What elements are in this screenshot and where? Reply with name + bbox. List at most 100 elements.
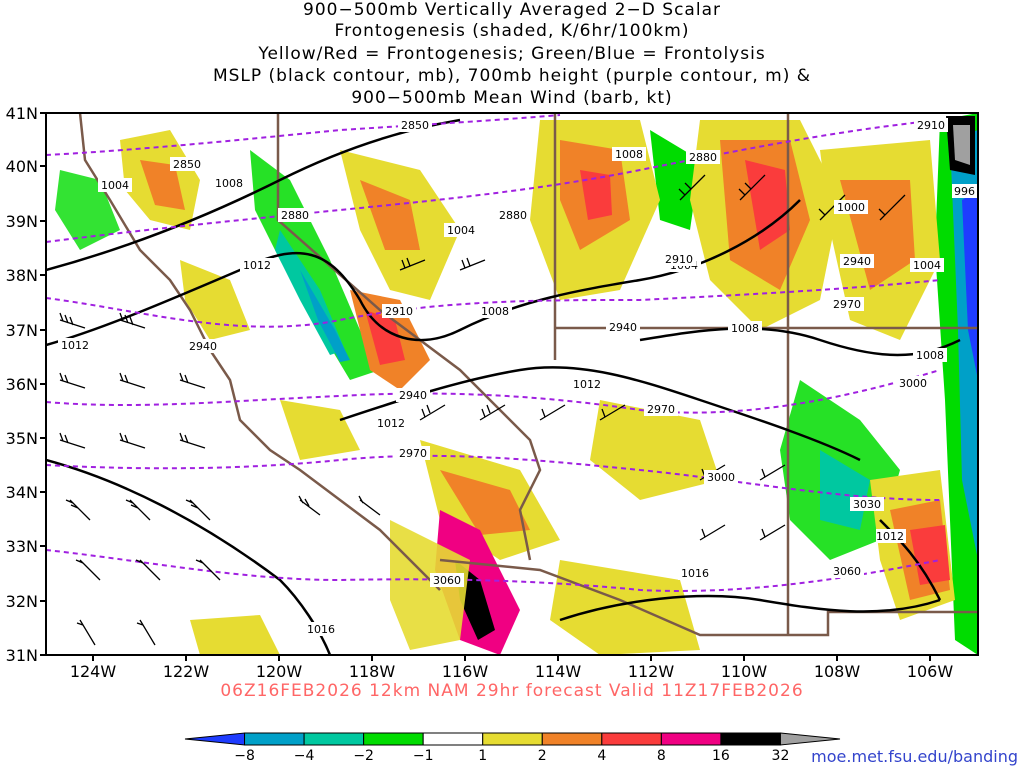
colorbar-label: 2 — [538, 748, 547, 764]
frontolysis-area — [250, 150, 380, 380]
latitude-axis — [40, 112, 46, 656]
colorbar-label: −8 — [234, 748, 255, 764]
colorbar-swatch — [422, 732, 484, 746]
mslp-label: 1012 — [876, 530, 904, 543]
mslp-label: 1008 — [215, 177, 243, 190]
colorbar-label: 4 — [597, 748, 606, 764]
lon-label: 120W — [256, 662, 303, 681]
lon-label: 108W — [814, 662, 861, 681]
lon-label: 116W — [442, 662, 489, 681]
height-label: 2880 — [689, 151, 717, 164]
state-border-ca — [276, 113, 542, 561]
longitude-axis — [92, 655, 931, 661]
height-label: 2970 — [833, 298, 861, 311]
frontogenesis-area — [365, 310, 405, 365]
colorbar: −8 −4 −2 −1 1 2 4 8 16 32 — [184, 732, 841, 764]
mslp-label: 996 — [954, 185, 975, 198]
lat-label: 34N — [6, 483, 38, 502]
title-line-2: Frontogenesis (shaded, K/6hr/100km) — [334, 21, 690, 41]
frontogenesis-area — [910, 525, 950, 585]
lon-label: 106W — [907, 662, 954, 681]
lat-label: 38N — [6, 266, 38, 285]
mslp-label: 1012 — [573, 378, 601, 391]
height-label: 2880 — [499, 209, 527, 222]
mslp-label: 1000 — [837, 201, 865, 214]
height-label: 2880 — [281, 209, 309, 222]
height-label: 3060 — [833, 565, 861, 578]
mslp-label: 1012 — [377, 417, 405, 430]
lat-label: 36N — [6, 375, 38, 394]
frontogenesis-area — [580, 170, 612, 220]
height-label: 3000 — [899, 377, 927, 390]
frontogenesis-area — [440, 470, 530, 535]
height-label: 2910 — [917, 119, 945, 132]
colorbar-label: 8 — [657, 748, 666, 764]
frontogenesis-area — [745, 160, 790, 250]
mslp-contour-labels: 1004 1008 1012 1012 1012 1004 1004 1008 … — [58, 147, 978, 636]
mslp-label: 1008 — [615, 148, 643, 161]
mslp-label: 1008 — [916, 349, 944, 362]
lat-label: 39N — [6, 212, 38, 231]
height-contours — [46, 114, 941, 592]
longitude-labels: 124W 122W 120W 118W 116W 114W 112W 110W … — [70, 662, 954, 681]
colorbar-swatch — [541, 732, 603, 746]
frontogenesis-area — [953, 125, 970, 165]
frontolysis-area — [962, 190, 978, 380]
height-label: 2940 — [843, 255, 871, 268]
coastline — [78, 113, 441, 591]
colorbar-swatch — [720, 732, 781, 746]
mslp-label: 1004 — [101, 179, 129, 192]
height-label: 2850 — [401, 119, 429, 132]
frontogenesis-area — [360, 180, 420, 250]
frontogenesis-area — [140, 160, 185, 210]
wind-barbs — [59, 174, 906, 646]
height-label: 2970 — [647, 403, 675, 416]
height-label: 3030 — [853, 498, 881, 511]
height-label: 3000 — [707, 471, 735, 484]
height-label: 2970 — [399, 447, 427, 460]
colorbar-label: 1 — [478, 748, 487, 764]
lon-label: 110W — [721, 662, 768, 681]
mslp-label: 1004 — [913, 259, 941, 272]
mslp-label: 1004 — [447, 224, 475, 237]
lat-label: 31N — [6, 646, 38, 665]
title-line-1: 900−500mb Vertically Averaged 2−D Scalar — [303, 0, 721, 20]
mslp-label: 1016 — [307, 623, 335, 636]
credit-url: moe.met.fsu.edu/banding — [811, 747, 1018, 766]
height-label: 2940 — [609, 321, 637, 334]
colorbar-label: −4 — [294, 748, 315, 764]
frontolysis-area — [300, 270, 350, 362]
lon-label: 112W — [628, 662, 675, 681]
colorbar-swatch — [482, 732, 543, 746]
frontogenesis-area — [190, 615, 280, 655]
colorbar-label: −2 — [353, 748, 374, 764]
colorbar-swatch — [184, 732, 246, 746]
frontogenesis-area — [550, 560, 700, 655]
mexico-border — [439, 558, 978, 637]
lat-label: 32N — [6, 592, 38, 611]
height-label: 3060 — [433, 574, 461, 587]
lon-label: 122W — [163, 662, 210, 681]
lon-label: 124W — [70, 662, 117, 681]
colorbar-swatch — [660, 732, 722, 746]
colorbar-swatch — [779, 732, 841, 746]
colorbar-label: −1 — [413, 748, 434, 764]
lat-label: 41N — [6, 104, 38, 123]
mslp-label: 1008 — [481, 305, 509, 318]
height-label: 2940 — [399, 389, 427, 402]
mslp-label: 1016 — [681, 567, 709, 580]
mslp-label: 1008 — [731, 322, 759, 335]
height-contour-labels: 2850 2850 2880 2880 2880 2910 2910 2910 … — [170, 118, 948, 587]
frontogenesis-area — [180, 260, 250, 340]
lat-label: 33N — [6, 537, 38, 556]
title-line-5: 900−500mb Mean Wind (barb, kt) — [351, 88, 673, 108]
lat-label: 37N — [6, 321, 38, 340]
lat-label: 40N — [6, 157, 38, 176]
height-label: 2850 — [173, 158, 201, 171]
height-label: 2910 — [665, 253, 693, 266]
colorbar-swatch — [244, 732, 305, 746]
lon-label: 118W — [349, 662, 396, 681]
height-label: 2940 — [189, 340, 217, 353]
latitude-labels: 41N 40N 39N 38N 37N 36N 35N 34N 33N 32N … — [6, 104, 38, 665]
